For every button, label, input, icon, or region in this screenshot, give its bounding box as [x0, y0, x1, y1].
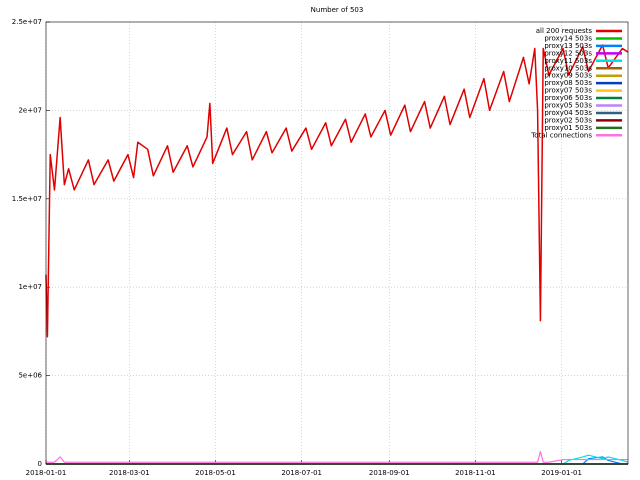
legend-label: proxy09 503s [544, 72, 592, 80]
y-tick-label: 5e+06 [18, 372, 42, 380]
x-tick-label: 2019-01-01 [541, 469, 582, 477]
legend-label: proxy07 503s [544, 87, 592, 95]
series-line [45, 44, 629, 338]
legend-label: proxy13 503s [544, 42, 592, 50]
legend-label: proxy02 503s [544, 116, 592, 124]
y-tick-label: 1.5e+07 [12, 195, 42, 203]
y-tick-label: 2e+07 [18, 106, 42, 114]
legend-label: proxy04 503s [544, 109, 592, 117]
plot-border [45, 21, 629, 465]
legend-label: proxy14 503s [544, 34, 592, 42]
legend-label: proxy05 503s [544, 102, 592, 110]
legend-label: proxy10 503s [544, 64, 592, 72]
y-tick-label: 0 [38, 460, 42, 468]
x-tick-label: 2018-09-01 [369, 469, 410, 477]
chart-title: Number of 503 [311, 6, 364, 14]
legend-label: proxy12 503s [544, 49, 592, 57]
series-line [46, 451, 628, 463]
legend-label: proxy01 503s [544, 124, 592, 132]
legend-label: all 200 requests [536, 27, 593, 35]
x-tick-label: 2018-01-01 [26, 469, 67, 477]
legend-label: proxy11 503s [544, 57, 592, 65]
y-tick-label: 1e+07 [18, 283, 42, 291]
x-tick-label: 2018-11-01 [455, 469, 496, 477]
x-tick-label: 2018-03-01 [109, 469, 150, 477]
legend-label: proxy08 503s [544, 79, 592, 87]
legend-label: Total connections [530, 131, 592, 139]
x-tick-label: 2018-07-01 [281, 469, 322, 477]
y-tick-label: 2.5e+07 [12, 18, 42, 26]
x-tick-label: 2018-05-01 [195, 469, 236, 477]
legend-label: proxy06 503s [544, 94, 592, 102]
